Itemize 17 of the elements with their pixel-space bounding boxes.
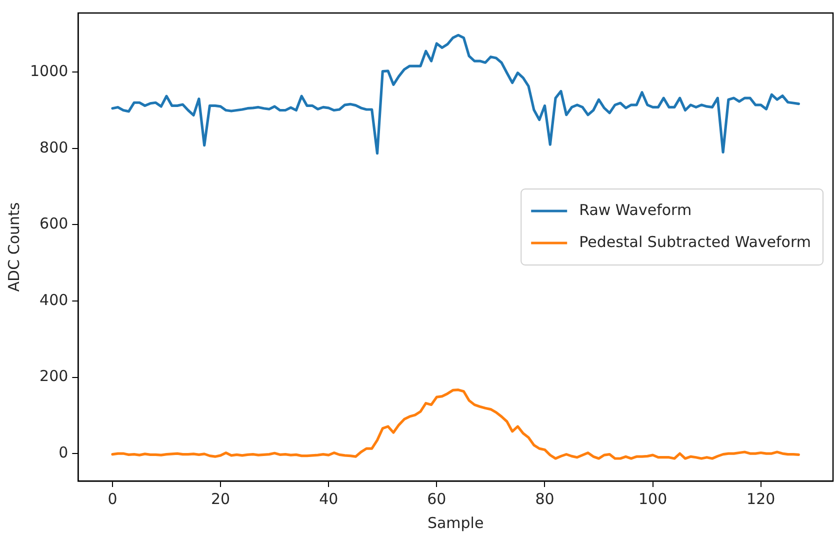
y-tick-label: 600	[40, 214, 68, 233]
x-tick-label: 120	[746, 490, 776, 508]
y-tick-label: 800	[40, 138, 68, 156]
y-tick-label: 400	[40, 290, 68, 309]
legend-label: Raw Waveform	[579, 200, 692, 219]
y-axis-title: ADC Counts	[4, 202, 23, 292]
x-tick-label: 80	[535, 490, 554, 508]
legend-label: Pedestal Subtracted Waveform	[579, 232, 812, 251]
x-axis-title: Sample	[427, 514, 484, 532]
x-tick-label: 20	[211, 490, 230, 508]
y-tick-label: 0	[58, 443, 68, 462]
x-tick-label: 100	[638, 490, 668, 508]
x-tick-label: 60	[427, 490, 446, 508]
x-tick-label: 0	[108, 490, 118, 508]
x-tick-label: 40	[319, 490, 338, 508]
y-tick-label: 1000	[30, 62, 68, 80]
y-tick-label: 200	[40, 367, 68, 386]
